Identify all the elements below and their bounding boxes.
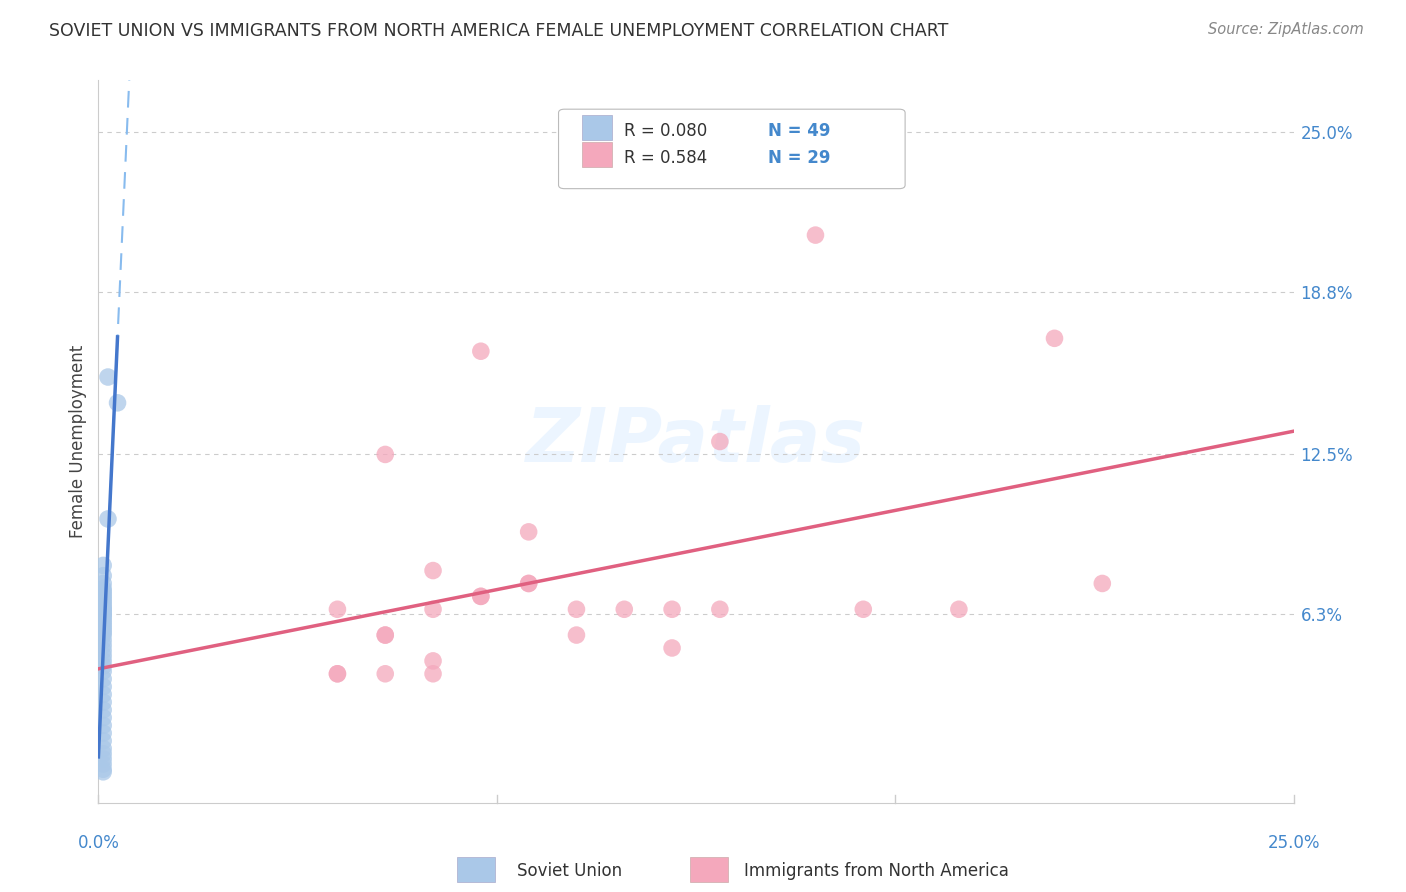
Text: Soviet Union: Soviet Union [517, 863, 621, 880]
Point [91, 584, 114, 599]
Point [97, 512, 120, 526]
Y-axis label: Female Unemployment: Female Unemployment [69, 345, 87, 538]
Point [852, 602, 875, 616]
Text: N = 29: N = 29 [768, 149, 830, 167]
Point [661, 640, 683, 655]
Point [91, 568, 114, 582]
Point [91, 664, 114, 678]
Point [91, 590, 114, 604]
Point [374, 447, 396, 461]
Point [91, 620, 114, 634]
Text: 25.0%: 25.0% [1267, 834, 1320, 852]
Point [565, 628, 588, 642]
Point [97, 370, 120, 384]
Point [91, 695, 114, 709]
Point [91, 757, 114, 772]
Point [91, 582, 114, 596]
Point [661, 602, 683, 616]
Point [422, 602, 444, 616]
FancyBboxPatch shape [558, 109, 905, 189]
Point [422, 666, 444, 681]
Point [91, 672, 114, 686]
Point [948, 602, 970, 616]
Point [374, 628, 396, 642]
Point [91, 648, 114, 663]
Text: N = 49: N = 49 [768, 122, 830, 140]
Point [91, 610, 114, 624]
Point [91, 558, 114, 573]
Point [91, 602, 114, 616]
Point [91, 711, 114, 725]
Text: 0.0%: 0.0% [77, 834, 120, 852]
Point [91, 643, 114, 657]
Point [91, 628, 114, 642]
Text: R = 0.080: R = 0.080 [624, 122, 707, 140]
Point [91, 639, 114, 653]
Point [565, 602, 588, 616]
Point [91, 659, 114, 673]
Point [91, 741, 114, 756]
Point [91, 687, 114, 701]
Point [91, 576, 114, 591]
Point [91, 602, 114, 616]
Point [422, 564, 444, 578]
Point [91, 734, 114, 748]
Point [1043, 331, 1066, 345]
Point [107, 396, 129, 410]
Text: ZIPatlas: ZIPatlas [526, 405, 866, 478]
Point [91, 613, 114, 627]
Point [91, 597, 114, 611]
Point [91, 594, 114, 608]
Point [470, 344, 492, 359]
Point [470, 590, 492, 604]
Point [91, 587, 114, 601]
Point [91, 607, 114, 622]
Text: Immigrants from North America: Immigrants from North America [744, 863, 1008, 880]
Point [91, 617, 114, 632]
Point [804, 228, 827, 243]
Text: SOVIET UNION VS IMMIGRANTS FROM NORTH AMERICA FEMALE UNEMPLOYMENT CORRELATION CH: SOVIET UNION VS IMMIGRANTS FROM NORTH AM… [49, 22, 949, 40]
Point [470, 590, 492, 604]
Point [91, 654, 114, 668]
Bar [457, 857, 495, 882]
Point [374, 628, 396, 642]
Point [91, 726, 114, 740]
Point [91, 605, 114, 619]
Point [91, 752, 114, 766]
Point [91, 680, 114, 694]
Point [91, 599, 114, 614]
Point [91, 607, 114, 622]
Point [517, 524, 540, 539]
Text: Source: ZipAtlas.com: Source: ZipAtlas.com [1208, 22, 1364, 37]
Text: R = 0.584: R = 0.584 [624, 149, 707, 167]
Point [326, 666, 349, 681]
Point [91, 762, 114, 776]
Point [709, 602, 731, 616]
Point [326, 666, 349, 681]
Point [326, 602, 349, 616]
Point [91, 764, 114, 779]
Point [91, 625, 114, 640]
Point [91, 747, 114, 761]
Point [91, 703, 114, 717]
Point [613, 602, 636, 616]
Point [422, 654, 444, 668]
Bar [582, 142, 613, 167]
Point [517, 576, 540, 591]
Bar [690, 857, 728, 882]
Point [91, 623, 114, 637]
Point [374, 666, 396, 681]
Point [91, 615, 114, 630]
Point [91, 718, 114, 732]
Point [91, 591, 114, 606]
Point [1091, 576, 1114, 591]
Point [517, 576, 540, 591]
Point [91, 633, 114, 648]
Bar [582, 115, 613, 140]
Point [709, 434, 731, 449]
